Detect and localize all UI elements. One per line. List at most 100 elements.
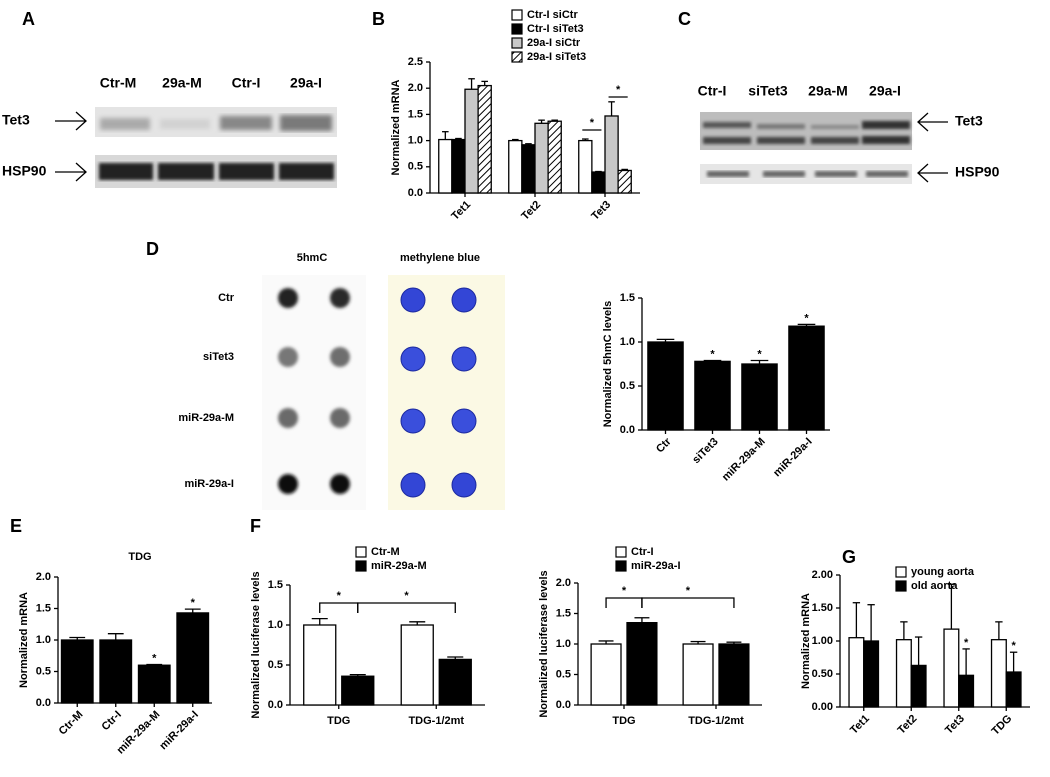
- x-tick-label: TDG-1/2mt: [688, 715, 744, 727]
- x-tick-label: Tet2: [896, 713, 920, 737]
- bar: [682, 643, 714, 706]
- bar: [910, 664, 927, 708]
- bar: [694, 360, 731, 431]
- stain-label: 5hmC: [297, 252, 328, 264]
- significance-star: *: [622, 585, 627, 597]
- x-tick-label: TDG: [327, 715, 350, 727]
- bands: [100, 115, 332, 131]
- bar: [626, 622, 658, 706]
- arrow: [55, 162, 87, 182]
- blot-strip: [700, 164, 912, 184]
- y-tick-label: 0.00: [812, 701, 833, 713]
- bar: [60, 639, 94, 704]
- panel-letter: G: [842, 547, 856, 567]
- bar: [578, 139, 593, 194]
- y-tick-label: 0.5: [408, 161, 423, 173]
- bar: [438, 658, 472, 706]
- lane-label: Ctr-M: [100, 75, 137, 91]
- bar: [848, 637, 865, 708]
- dots: [278, 288, 350, 494]
- legend-swatch: [511, 9, 523, 21]
- bar: [1005, 671, 1022, 708]
- x-tick-label: miR-29a-I: [157, 709, 201, 753]
- significance-bracket: [641, 597, 735, 608]
- x-tick-label: TDG: [990, 713, 1015, 738]
- y-tick-label: 0.0: [36, 697, 51, 709]
- chart-title: TDG: [128, 551, 151, 563]
- legend-swatch: [511, 23, 523, 35]
- bar: [400, 624, 434, 706]
- membrane: [262, 275, 366, 510]
- bar: [647, 341, 684, 431]
- y-tick-label: 0.5: [620, 380, 635, 392]
- band-label: Tet3: [2, 112, 30, 128]
- y-tick-label: 0.0: [268, 699, 283, 711]
- legend-label: 29a-I siTet3: [527, 51, 586, 63]
- bar: [508, 139, 523, 194]
- significance-star: *: [804, 312, 809, 324]
- y-tick-label: 0.5: [556, 668, 571, 680]
- significance-star: *: [757, 348, 762, 360]
- x-tick-label: TDG: [612, 715, 635, 727]
- bar: [176, 612, 210, 704]
- band-label: HSP90: [2, 163, 47, 179]
- arrow: [917, 112, 948, 132]
- x-tick-label: Ctr-I: [99, 709, 123, 733]
- bar-chart: 0.0 0.5 1.0 1.5 2.0 Normalized luciferase lev…: [538, 546, 762, 727]
- legend-swatch: [615, 560, 627, 572]
- significance-star: *: [191, 597, 196, 609]
- bar: [741, 363, 778, 431]
- sample-label: Ctr: [218, 292, 235, 304]
- bar: [438, 138, 453, 194]
- legend-label: young aorta: [911, 566, 975, 578]
- panel-letter: D: [146, 239, 159, 259]
- stain-label: methylene blue: [400, 252, 480, 264]
- legend-swatch: [355, 560, 367, 572]
- bar: [718, 643, 750, 706]
- sample-label: miR-29a-I: [184, 478, 234, 490]
- y-tick-label: 2.0: [556, 577, 571, 589]
- band-label: HSP90: [955, 164, 1000, 180]
- bar: [547, 120, 562, 194]
- panel-letter: A: [22, 9, 35, 29]
- bar: [451, 138, 466, 194]
- lane-label: siTet3: [748, 83, 788, 99]
- lane-label: Ctr-I: [232, 75, 261, 91]
- bar: [99, 639, 133, 704]
- panel-letter: B: [372, 9, 385, 29]
- significance-star: *: [964, 637, 969, 649]
- panel-letter: C: [678, 9, 691, 29]
- y-tick-label: 2.0: [408, 82, 423, 94]
- bands: [703, 121, 910, 144]
- x-tick-label: Tet2: [519, 199, 543, 223]
- bands: [99, 163, 334, 180]
- significance-star: *: [152, 652, 157, 664]
- bar: [521, 144, 536, 194]
- sample-label: miR-29a-M: [178, 412, 234, 424]
- bar: [590, 643, 622, 706]
- blot-strip: [700, 112, 912, 150]
- y-tick-label: 2.5: [408, 56, 423, 68]
- significance-bracket: [357, 602, 456, 613]
- y-tick-label: 1.0: [408, 135, 423, 147]
- x-tick-label: Tet3: [589, 199, 613, 223]
- dots: [400, 287, 477, 498]
- significance-star: *: [710, 348, 715, 360]
- y-tick-label: 1.00: [812, 635, 833, 647]
- legend-label: miR-29a-I: [631, 560, 681, 572]
- y-tick-label: 2.00: [812, 569, 833, 581]
- x-tick-label: Tet1: [848, 713, 872, 737]
- legend-label: Ctr-I siCtr: [527, 9, 578, 21]
- western-blot-c: Ctr-I siTet3 29a-M 29a-I Tet3 HSP90: [698, 83, 1000, 184]
- y-tick-label: 1.0: [36, 634, 51, 646]
- bar: [943, 628, 960, 708]
- legend-label: old aorta: [911, 580, 958, 592]
- y-axis-label: Normalized luciferase levels: [538, 570, 550, 717]
- panel-letter: E: [10, 516, 22, 536]
- bar: [303, 624, 337, 706]
- x-tick-label: Ctr-M: [57, 709, 86, 738]
- y-tick-label: 0.0: [620, 424, 635, 436]
- legend-swatch: [511, 51, 523, 63]
